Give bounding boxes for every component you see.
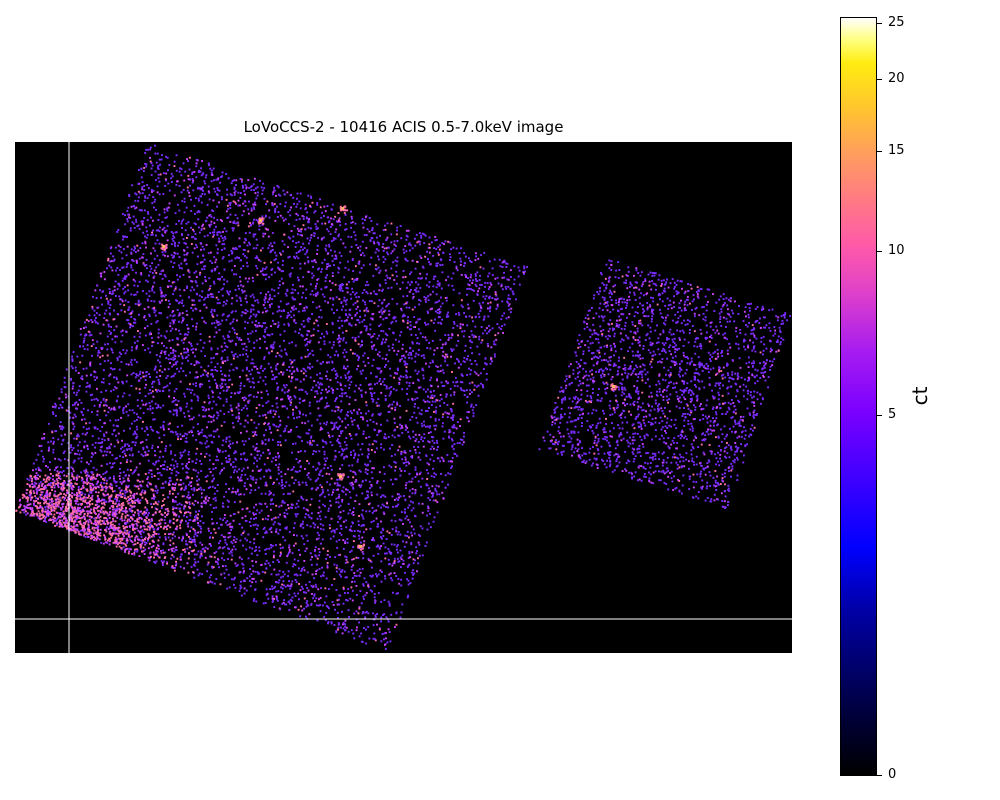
image-title: LoVoCCS-2 - 10416 ACIS 0.5-7.0keV image	[243, 118, 564, 136]
colorbar-tick-label: 5	[888, 407, 897, 422]
colorbar-tick-mark	[877, 78, 882, 80]
colorbar-tick-mark	[877, 415, 882, 416]
colorbar-tick-label: 25	[888, 15, 905, 30]
colorbar-tick-label: 20	[888, 70, 905, 86]
colorbar-label: ct	[908, 386, 932, 406]
colorbar-tick-mark	[877, 23, 882, 24]
colorbar-gradient	[841, 18, 876, 775]
colorbar	[840, 17, 877, 776]
colorbar-tick-mark	[877, 251, 882, 252]
colorbar-tick-label: 15	[888, 142, 905, 158]
colorbar-tick-label: 0	[888, 767, 897, 782]
xray-count-image	[15, 142, 792, 653]
xray-image-panel[interactable]	[15, 142, 792, 653]
colorbar-tick-mark	[877, 775, 882, 776]
colorbar-tick-mark	[877, 150, 882, 152]
colorbar-tick-label: 10	[888, 243, 905, 258]
